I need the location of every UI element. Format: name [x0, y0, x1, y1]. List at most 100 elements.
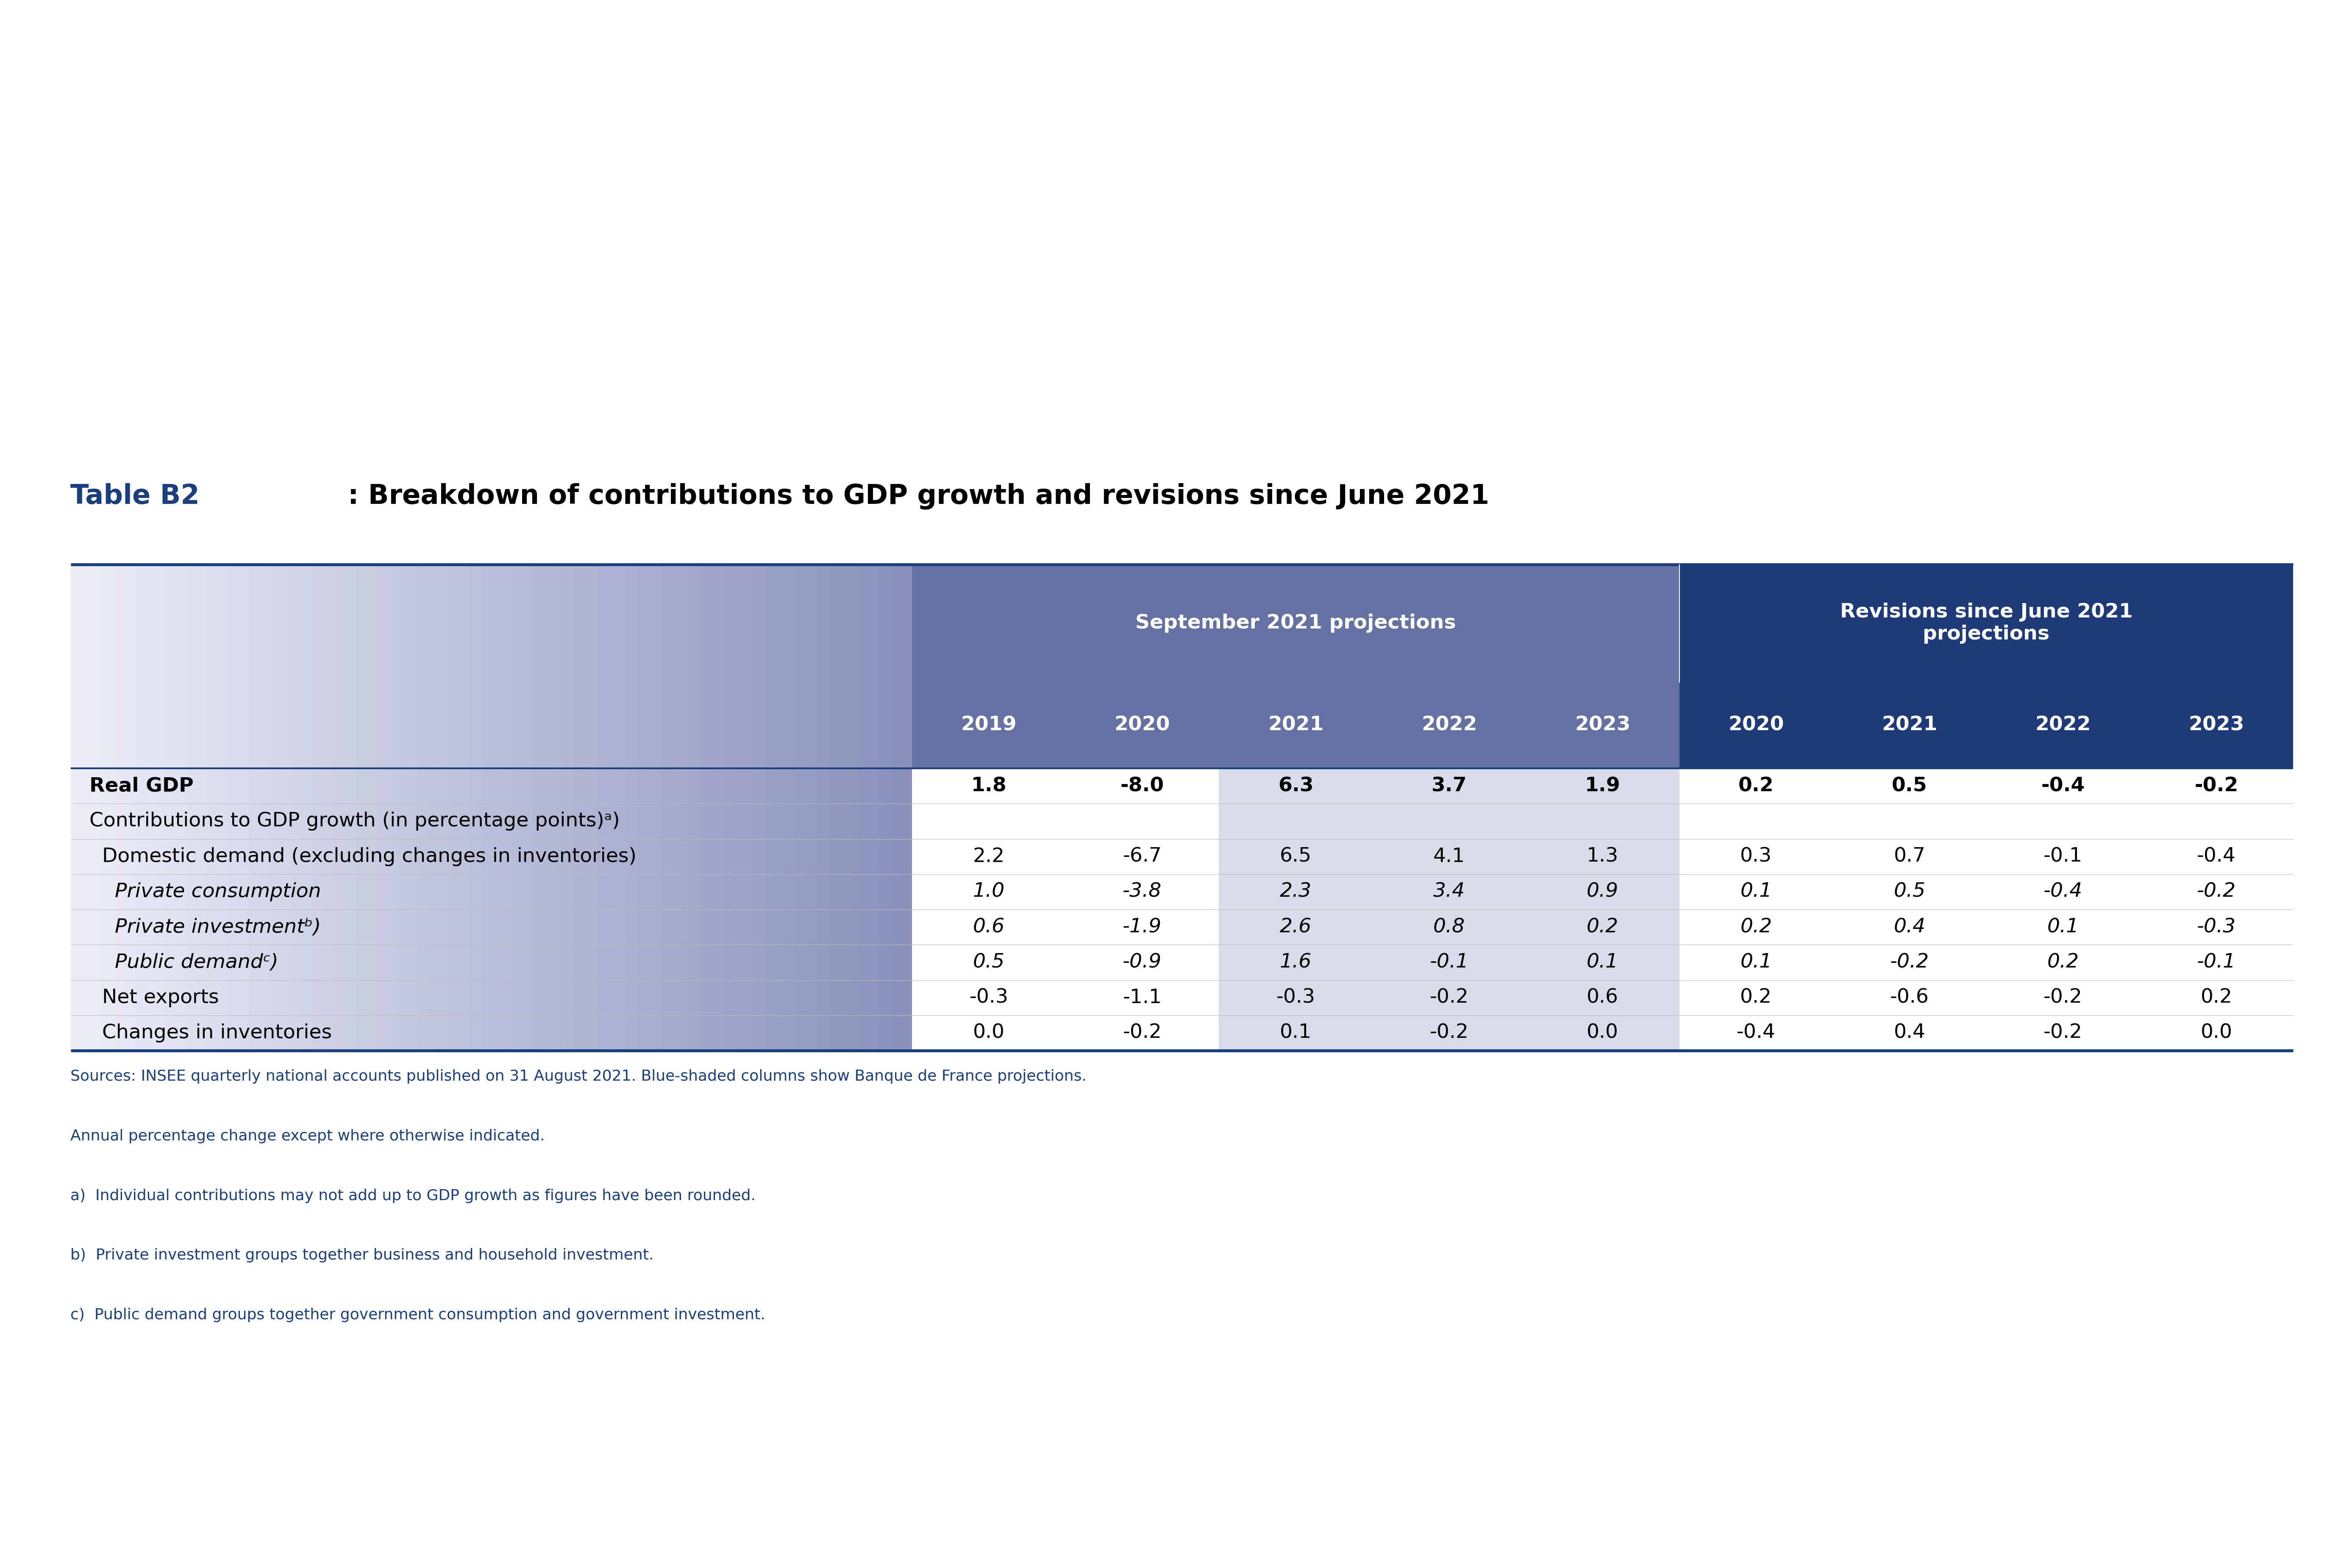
Bar [764, 564, 776, 1051]
Text: -0.6: -0.6 [1891, 988, 1929, 1007]
Text: -0.2: -0.2 [1430, 988, 1468, 1007]
Text: -0.1: -0.1 [2197, 953, 2237, 972]
Text: 0.1: 0.1 [2046, 917, 2079, 936]
Bar [1679, 682, 1832, 768]
Text: 0.1: 0.1 [1588, 953, 1618, 972]
Bar [334, 564, 343, 1051]
Bar [165, 564, 176, 1051]
Bar [71, 564, 80, 1051]
Bar [828, 564, 837, 1051]
Text: 0.6: 0.6 [974, 917, 1004, 936]
Text: 0.5: 0.5 [1893, 883, 1926, 902]
Bar [365, 564, 376, 1051]
Bar [186, 564, 198, 1051]
Bar [755, 564, 764, 1051]
Text: -0.4: -0.4 [2042, 776, 2084, 795]
Bar [440, 564, 449, 1051]
Text: 0.4: 0.4 [1893, 1024, 1926, 1043]
Text: 0.3: 0.3 [1740, 847, 1771, 866]
Text: 2019: 2019 [962, 715, 1016, 735]
Text: -0.2: -0.2 [1891, 953, 1929, 972]
Text: 0.2: 0.2 [2201, 988, 2232, 1007]
Text: -0.1: -0.1 [1430, 953, 1468, 972]
Text: 4.1: 4.1 [1432, 847, 1465, 866]
Text: -8.0: -8.0 [1120, 776, 1164, 795]
Bar [1526, 564, 1679, 1051]
Text: 1.0: 1.0 [974, 883, 1004, 902]
Bar [355, 564, 365, 1051]
Bar [640, 564, 649, 1051]
Bar [219, 564, 228, 1051]
Bar [776, 564, 786, 1051]
Bar [619, 564, 628, 1051]
Text: -0.2: -0.2 [2044, 1024, 2082, 1043]
Bar [101, 564, 113, 1051]
Bar [1832, 564, 1987, 1051]
Bar [691, 564, 701, 1051]
Bar [176, 564, 186, 1051]
Text: Net exports: Net exports [89, 988, 219, 1007]
Text: 2020: 2020 [1729, 715, 1783, 735]
Text: Revisions since June 2021
projections: Revisions since June 2021 projections [1839, 602, 2133, 644]
Text: 0.5: 0.5 [974, 953, 1004, 972]
Text: 0.2: 0.2 [1740, 988, 1771, 1007]
Bar [397, 564, 407, 1051]
Bar [680, 564, 691, 1051]
Bar [743, 564, 755, 1051]
Text: 2022: 2022 [2034, 715, 2091, 735]
Text: -0.4: -0.4 [2197, 847, 2237, 866]
Text: -1.1: -1.1 [1122, 988, 1162, 1007]
Bar [280, 564, 292, 1051]
Bar [407, 564, 419, 1051]
Bar [1218, 682, 1374, 768]
Text: 0.2: 0.2 [1738, 776, 1773, 795]
Text: Annual percentage change except where otherwise indicated.: Annual percentage change except where ot… [71, 1129, 546, 1143]
Text: Public demandᶜ): Public demandᶜ) [89, 953, 278, 972]
Text: 0.2: 0.2 [2046, 953, 2079, 972]
Text: Table B2: Table B2 [71, 483, 200, 510]
Bar [122, 564, 134, 1051]
Bar [880, 564, 891, 1051]
Text: 2.6: 2.6 [1279, 917, 1312, 936]
Bar [449, 564, 459, 1051]
Text: 2023: 2023 [2190, 715, 2244, 735]
Bar [2140, 682, 2293, 768]
Bar [1987, 682, 2140, 768]
Bar [722, 564, 734, 1051]
Bar [513, 564, 522, 1051]
Bar [240, 564, 249, 1051]
Text: 0.2: 0.2 [1588, 917, 1618, 936]
Bar [1065, 682, 1218, 768]
Bar [797, 564, 807, 1051]
Text: 0.1: 0.1 [1740, 883, 1771, 902]
Text: Private investmentᵇ): Private investmentᵇ) [89, 917, 320, 936]
Bar [818, 564, 828, 1051]
Text: 1.9: 1.9 [1585, 776, 1621, 795]
Bar [386, 564, 397, 1051]
Bar [1218, 564, 1374, 1051]
Bar [501, 564, 513, 1051]
Bar [2140, 564, 2293, 1051]
Bar [134, 564, 143, 1051]
Text: Private consumption: Private consumption [89, 883, 320, 902]
Text: 1.3: 1.3 [1588, 847, 1618, 866]
Text: 0.1: 0.1 [1740, 953, 1771, 972]
Bar [292, 564, 301, 1051]
Bar [628, 564, 640, 1051]
Bar [849, 564, 858, 1051]
Text: -0.1: -0.1 [2044, 847, 2082, 866]
Text: 0.0: 0.0 [974, 1024, 1004, 1043]
Text: -0.4: -0.4 [1736, 1024, 1776, 1043]
Bar [713, 564, 722, 1051]
Text: Real GDP: Real GDP [89, 776, 193, 795]
Bar [419, 564, 428, 1051]
Bar [113, 564, 122, 1051]
Text: -0.2: -0.2 [1430, 1024, 1468, 1043]
Bar [92, 564, 101, 1051]
Bar [901, 564, 913, 1051]
Bar [522, 564, 534, 1051]
Bar [301, 564, 313, 1051]
Bar [322, 564, 334, 1051]
Text: 0.0: 0.0 [2201, 1024, 2232, 1043]
Bar [313, 564, 322, 1051]
